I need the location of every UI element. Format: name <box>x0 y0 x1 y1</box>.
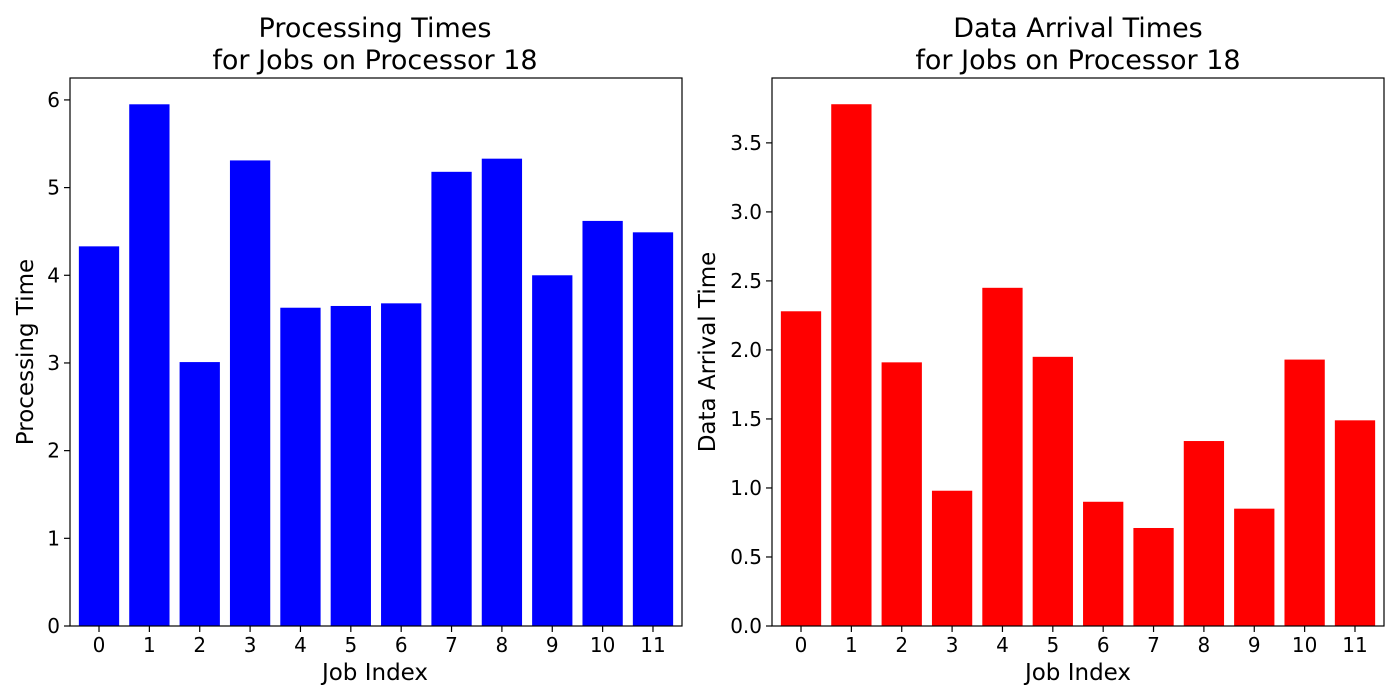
bar-4 <box>280 307 321 626</box>
y-ticks-group: 0.0 0.5 1.0 1.5 2.0 2.5 3.0 3.5 <box>730 131 772 638</box>
y-tick-label: 6 <box>47 88 60 112</box>
bar-5 <box>330 305 371 626</box>
x-tick-label: 10 <box>1292 633 1317 657</box>
bar-0 <box>780 311 822 626</box>
x-tick-label: 6 <box>395 633 408 657</box>
bar-0 <box>78 246 120 626</box>
bar-1 <box>831 104 872 627</box>
bar-8 <box>481 158 523 627</box>
x-tick-label: 0 <box>93 633 106 657</box>
bar-9 <box>532 275 573 626</box>
x-tick-label: 1 <box>143 633 156 657</box>
x-axis-label: Job Index <box>1023 660 1131 686</box>
x-tick-label: 2 <box>895 633 908 657</box>
bars-group <box>780 104 1376 627</box>
y-tick-label: 0.5 <box>730 545 762 569</box>
x-ticks-group: 0 1 2 3 4 5 6 7 8 9 10 11 <box>93 626 666 657</box>
chart-title-line-2: for Jobs on Processor 18 <box>915 45 1240 76</box>
x-tick-label: 8 <box>496 633 509 657</box>
bar-11 <box>632 232 674 626</box>
x-tick-label: 0 <box>795 633 808 657</box>
bar-4 <box>982 287 1023 626</box>
y-tick-label: 0 <box>47 614 60 638</box>
bars-group <box>78 104 674 627</box>
x-axis-label: Job Index <box>320 660 428 686</box>
x-tick-label: 1 <box>845 633 858 657</box>
x-tick-label: 7 <box>1147 633 1160 657</box>
chart-title-line-2: for Jobs on Processor 18 <box>212 45 537 76</box>
y-tick-label: 3 <box>47 351 60 375</box>
x-tick-label: 8 <box>1198 633 1211 657</box>
y-tick-label: 2.5 <box>730 269 762 293</box>
y-tick-label: 1.0 <box>730 476 762 500</box>
y-tick-label: 4 <box>47 263 60 287</box>
bar-7 <box>431 171 472 626</box>
x-tick-label: 3 <box>946 633 959 657</box>
y-tick-label: 1.5 <box>730 407 762 431</box>
plot-frame <box>69 77 683 627</box>
bar-1 <box>129 104 170 627</box>
x-tick-label: 11 <box>640 633 665 657</box>
bar-11 <box>1334 420 1376 626</box>
x-tick-label: 10 <box>590 633 615 657</box>
y-tick-label: 3.0 <box>730 200 762 224</box>
y-tick-label: 1 <box>47 526 60 550</box>
bar-6 <box>1083 501 1124 626</box>
y-tick-label: 3.5 <box>730 131 762 155</box>
y-tick-label: 2 <box>47 439 60 463</box>
x-tick-label: 4 <box>294 633 307 657</box>
bar-8 <box>1183 441 1225 626</box>
bar-7 <box>1133 527 1174 626</box>
x-tick-label: 9 <box>1248 633 1261 657</box>
x-ticks-group: 0 1 2 3 4 5 6 7 8 9 10 11 <box>795 626 1368 657</box>
y-ticks-group: 0 1 2 3 4 5 6 <box>47 88 70 638</box>
y-axis-label: Processing Time <box>13 259 39 445</box>
processing-times-chart: Processing Times for Jobs on Processor 1… <box>13 13 683 686</box>
chart-title-line-1: Processing Times <box>259 13 492 44</box>
bar-9 <box>1234 508 1275 626</box>
bar-10 <box>582 220 623 627</box>
y-tick-label: 5 <box>47 176 60 200</box>
x-tick-label: 4 <box>996 633 1009 657</box>
x-tick-label: 11 <box>1342 633 1367 657</box>
bar-2 <box>179 362 220 626</box>
x-tick-label: 9 <box>546 633 559 657</box>
bar-5 <box>1032 356 1073 626</box>
bar-6 <box>381 303 422 626</box>
bar-3 <box>931 490 973 626</box>
bar-2 <box>881 362 922 626</box>
x-tick-label: 5 <box>1046 633 1059 657</box>
plot-frame <box>771 77 1385 627</box>
bar-3 <box>229 160 271 627</box>
bar-10 <box>1284 359 1325 626</box>
y-tick-label: 2.0 <box>730 338 762 362</box>
x-tick-label: 7 <box>445 633 458 657</box>
y-axis-label: Data Arrival Time <box>695 252 721 453</box>
x-tick-label: 5 <box>344 633 357 657</box>
x-tick-label: 3 <box>244 633 257 657</box>
chart-title-line-1: Data Arrival Times <box>953 13 1203 44</box>
y-tick-label: 0.0 <box>730 614 762 638</box>
x-tick-label: 2 <box>193 633 206 657</box>
x-tick-label: 6 <box>1097 633 1110 657</box>
data-arrival-times-chart: Data Arrival Times for Jobs on Processor… <box>695 13 1385 686</box>
